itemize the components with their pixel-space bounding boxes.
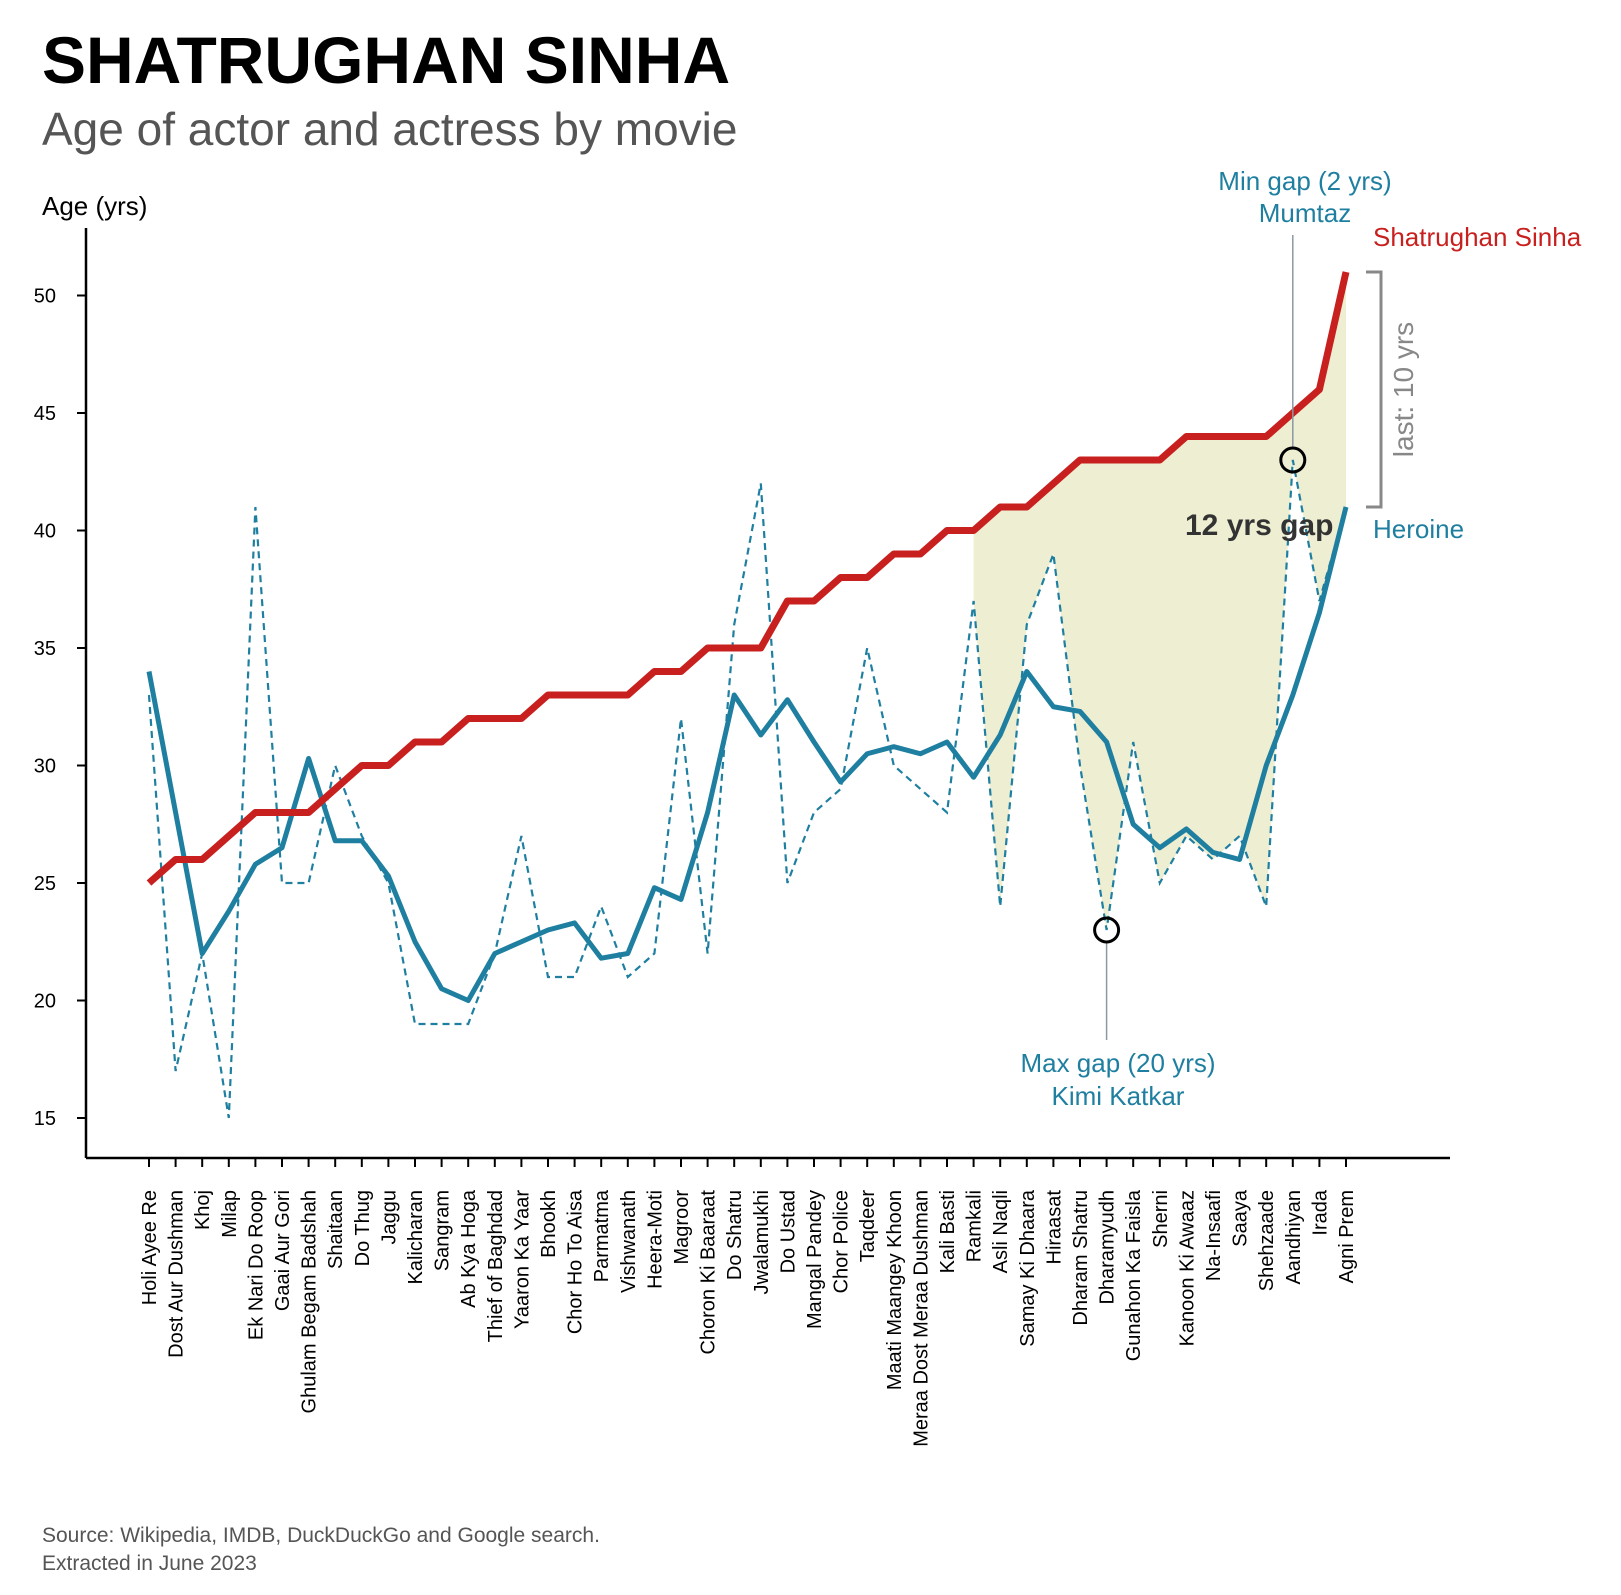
min-gap-actress: Mumtaz [1259, 198, 1351, 228]
max-gap-marker [1093, 916, 1121, 944]
x-tick-label: Jaggu [378, 1190, 400, 1245]
x-tick-label: Ghulam Begam Badshah [299, 1190, 321, 1413]
source-line-1: Source: Wikipedia, IMDB, DuckDuckGo and … [42, 1524, 600, 1547]
x-tick-label: Chor Police [831, 1190, 853, 1293]
page-title: SHATRUGHAN SINHA [42, 23, 730, 97]
x-tick-label: Jwalamukhi [751, 1190, 773, 1294]
max-gap-actress: Kimi Katkar [1052, 1081, 1185, 1111]
min-gap-label: Min gap (2 yrs) [1218, 166, 1391, 196]
page-subtitle: Age of actor and actress by movie [42, 103, 737, 155]
x-tick-label: Meraa Dost Meraa Dushman [910, 1190, 932, 1447]
x-tick-label: Dharamyudh [1097, 1190, 1119, 1305]
heroine-series-label: Heroine [1373, 514, 1464, 544]
y-tick-label: 20 [34, 991, 56, 1013]
gap-shaded-area [973, 272, 1346, 930]
x-tick-label: Ek Nari Do Roop [245, 1190, 267, 1340]
x-tick-label: Vishwanath [618, 1190, 640, 1293]
min-gap-marker [1279, 446, 1307, 474]
x-tick-label: Shehzaade [1256, 1190, 1278, 1291]
last-gap-label: last: 10 yrs [1388, 322, 1419, 457]
actor-series-label: Shatrughan Sinha [1373, 222, 1582, 252]
x-tick-label: Kalicharan [405, 1190, 427, 1285]
x-tick-label: Taqdeer [857, 1190, 879, 1263]
annotation-layer: Min gap (2 yrs) Mumtaz Max gap (20 yrs) … [1020, 166, 1581, 1111]
y-tick-label: 35 [34, 638, 56, 660]
x-tick-label: Milap [219, 1190, 241, 1238]
x-tick-label: Irada [1309, 1189, 1331, 1235]
x-tick-label: Ab Kya Hoga [458, 1189, 480, 1308]
x-tick-label: Parmatma [591, 1189, 613, 1282]
x-tick-label: Thief of Baghdad [485, 1190, 507, 1342]
x-tick-label: Dost Aur Dushman [166, 1190, 188, 1358]
gap-shading-layer [973, 272, 1346, 930]
x-tick-label: Hiraasat [1043, 1190, 1065, 1265]
actor-age-line [146, 271, 1350, 886]
gap-label: 12 yrs gap [1185, 509, 1333, 542]
axes-layer: 15 20 25 30 35 40 45 50 Holi Ayee Re Dost Aur Dus… [34, 228, 1450, 1447]
x-tick-label: Choron Ki Baaraat [698, 1190, 720, 1355]
x-tick-label: Chor Ho To Aisa [565, 1189, 587, 1334]
x-tick-label: Agni Prem [1336, 1190, 1358, 1283]
y-tick-label: 50 [34, 286, 56, 308]
y-tick-label: 40 [34, 521, 56, 543]
source-line-2: Extracted in June 2023 [42, 1552, 257, 1575]
x-tick-label: Magroor [671, 1190, 693, 1265]
x-tick-label: Do Thug [352, 1190, 374, 1266]
y-tick-label: 15 [34, 1108, 56, 1130]
x-tick-label: Dharam Shatru [1070, 1190, 1092, 1326]
x-tick-label: Mangal Pandey [804, 1190, 826, 1329]
x-tick-label: Samay Ki Dhaara [1017, 1189, 1039, 1347]
x-tick-label: Sherni [1150, 1190, 1172, 1248]
y-axis-label: Age (yrs) [42, 191, 147, 221]
y-tick-label: 45 [34, 403, 56, 425]
x-tick-label: Na-Insaafi [1203, 1190, 1225, 1281]
y-tick-label: 30 [34, 756, 56, 778]
x-tick-label: Ramkali [964, 1190, 986, 1262]
x-tick-label: Kanoon Ki Awaaz [1176, 1190, 1198, 1346]
x-tick-label: Do Shatru [724, 1190, 746, 1280]
last-gap-bracket [1366, 270, 1383, 509]
x-tick-label: Maati Maangey Khoon [884, 1190, 906, 1390]
max-gap-label: Max gap (20 yrs) [1020, 1048, 1215, 1078]
series-layer [146, 271, 1350, 1119]
x-tick-label: Gunahon Ka Faisla [1123, 1189, 1145, 1361]
x-tick-label: Do Ustad [777, 1190, 799, 1273]
x-tick-label: Gaai Aur Gori [272, 1190, 294, 1311]
heroine-age-line [147, 459, 1348, 1119]
x-tick-label: Bhookh [538, 1190, 560, 1258]
heroine-trend-line [146, 506, 1349, 1003]
x-tick-label: Saaya [1230, 1189, 1252, 1247]
x-tick-label: Khoj [192, 1190, 214, 1230]
x-tick-label: Asli Naqli [990, 1190, 1012, 1273]
x-tick-label: Shaitaan [325, 1190, 347, 1269]
x-tick-label: Yaaron Ka Yaar [511, 1190, 533, 1329]
x-tick-label: Sangram [432, 1190, 454, 1271]
y-tick-label: 25 [34, 873, 56, 895]
x-tick-label: Aandhiyan [1283, 1190, 1305, 1285]
x-tick-label: Heera-Moti [644, 1190, 666, 1289]
x-tick-label: Holi Ayee Re [139, 1190, 161, 1305]
x-tick-label: Kali Basti [937, 1190, 959, 1273]
